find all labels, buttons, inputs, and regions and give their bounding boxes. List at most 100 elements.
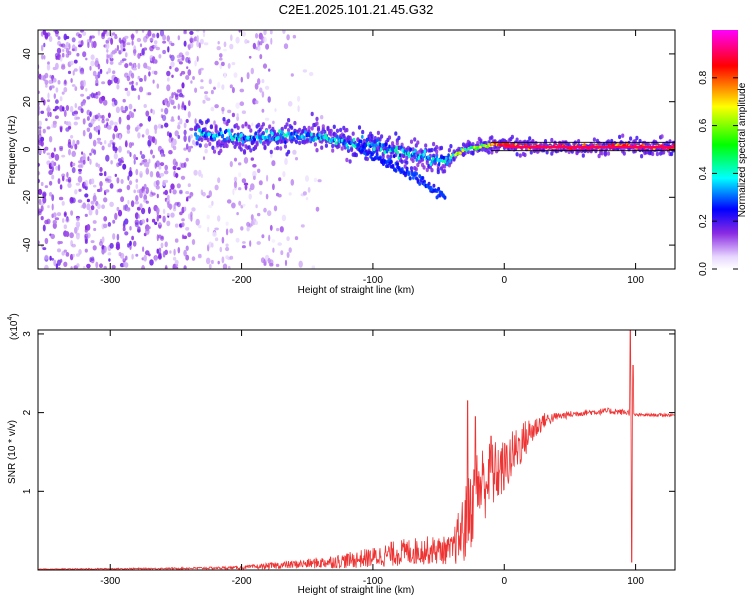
spectrogram-speckle: [53, 259, 57, 267]
spectrogram-ridge-mark: [511, 143, 514, 146]
spectrogram-speckle: [143, 104, 147, 108]
spectrogram-speckle: [82, 31, 87, 36]
spectrogram-speckle: [252, 164, 257, 168]
spectrogram-speckle: [194, 60, 197, 67]
spectrogram-speckle: [250, 157, 254, 161]
spectrogram-speckle: [230, 34, 233, 41]
spectrogram-speckle: [112, 219, 116, 224]
spectrogram-speckle: [172, 145, 177, 151]
spectrogram-speckle: [122, 163, 127, 170]
spectrogram-speckle: [87, 42, 90, 49]
spectrogram-speckle: [256, 241, 261, 245]
spectrogram-speckle: [59, 126, 63, 133]
spectrogram-speckle: [120, 105, 124, 112]
spectrogram-speckle: [103, 245, 107, 253]
spectrogram-ridge-halo: [231, 140, 235, 145]
spectrogram-speckle: [284, 259, 288, 267]
spectrogram-speckle: [63, 249, 67, 253]
spectrogram-speckle: [185, 75, 190, 80]
spectrogram-speckle: [164, 264, 168, 269]
spectrogram-speckle: [254, 100, 259, 105]
spectrogram-ridge-mark: [227, 128, 230, 133]
spectrogram-speckle: [231, 62, 236, 66]
spectrogram-speckle: [78, 171, 82, 175]
spectrogram-speckle: [190, 214, 193, 222]
spectrogram-ridge-mark: [391, 147, 395, 152]
snr-multiplier-base: (x10: [9, 320, 20, 340]
spectrogram-speckle: [213, 120, 216, 126]
spectrogram-ridge-halo: [261, 122, 265, 127]
spectrogram-speckle: [99, 167, 103, 172]
spectrogram-speckle: [240, 226, 244, 231]
spectrogram-ridge-halo: [261, 131, 265, 136]
spectrogram-speckle: [156, 83, 160, 89]
spectrogram-speckle: [99, 263, 103, 269]
spectrogram-speckle: [131, 235, 135, 241]
spectrogram-speckle: [137, 94, 141, 101]
spectrogram-speckle: [85, 87, 88, 92]
spectrogram-speckle: [223, 48, 227, 52]
spectrogram-ridge-halo: [545, 150, 549, 155]
spectrogram-ridge-halo: [640, 154, 644, 159]
spectrogram-speckle: [158, 222, 162, 226]
spectrogram-speckle: [159, 172, 165, 177]
spectrogram-speckle: [89, 158, 92, 165]
spectrogram-speckle: [53, 162, 57, 166]
spectrogram-speckle: [151, 192, 156, 196]
spectrogram-speckle: [97, 63, 101, 70]
spectrogram-ridge-halo: [386, 154, 390, 159]
spectrogram-speckle: [250, 183, 255, 191]
spectrogram-speckle: [38, 178, 41, 184]
spectrogram-speckle: [46, 63, 51, 71]
spectrogram-speckle: [196, 35, 199, 42]
spectrogram-ridge-halo: [534, 141, 538, 146]
spectrogram-ridge-mark: [259, 139, 262, 144]
spectrogram-speckle: [124, 87, 128, 91]
spectrogram-speckle: [113, 147, 118, 152]
spectrogram-speckle: [146, 218, 149, 223]
spectrogram-speckle: [148, 71, 151, 77]
spectrogram-speckle: [164, 249, 168, 255]
spectrogram-speckle: [225, 243, 229, 247]
spectrogram-speckle: [63, 109, 67, 118]
spectrogram-speckle: [158, 165, 162, 170]
spectrogram-speckle: [266, 174, 269, 182]
spectrogram-speckle: [185, 157, 189, 162]
spectrogram-ridge-mark: [409, 147, 413, 152]
spectrogram-speckle: [52, 222, 57, 229]
spectrogram-speckle: [84, 240, 88, 244]
spectrogram-speckle: [103, 223, 108, 229]
spectrogram-branch-mark: [416, 178, 420, 183]
spectrogram-speckle: [48, 36, 53, 42]
spectrogram-speckle: [50, 152, 55, 159]
spectrogram-speckle: [126, 75, 131, 82]
spectrogram-speckle: [128, 170, 133, 177]
colorbar-tick-label: 0.4: [698, 166, 709, 180]
spectrogram-speckle: [251, 122, 254, 127]
spectrogram-speckle: [221, 84, 225, 90]
spectrogram-ridge-halo: [206, 137, 210, 143]
spectrogram-speckle: [121, 58, 127, 61]
spectrogram-speckle: [149, 37, 154, 42]
spectrogram-speckle: [202, 99, 206, 104]
spectrogram-ridge-mark: [346, 145, 350, 150]
spectrogram-ridge-halo: [301, 129, 305, 134]
spectrogram-speckle: [286, 236, 290, 242]
spectrogram-ridge-halo: [280, 126, 284, 132]
spectrogram-ridge-halo: [354, 152, 358, 158]
spectrogram-speckle: [183, 40, 187, 47]
spectrogram-speckle: [269, 224, 273, 231]
spectrogram-speckle: [284, 158, 288, 165]
spectrogram-speckle: [307, 187, 311, 193]
spectrogram-speckle: [119, 252, 125, 259]
spectrogram-speckle: [54, 217, 60, 221]
spectrogram-ridge-halo: [331, 148, 335, 153]
spectrogram-ridge-halo: [447, 148, 451, 153]
spectrogram-branch-mark: [408, 176, 412, 181]
spectrogram-speckle: [108, 258, 111, 262]
spectrogram-speckle: [134, 222, 139, 228]
spectrogram-ridge-halo: [490, 135, 494, 140]
spectrogram-ridge-halo: [257, 122, 261, 128]
spectrogram-ridge-halo: [290, 125, 294, 130]
spectrogram-speckle: [181, 54, 185, 61]
